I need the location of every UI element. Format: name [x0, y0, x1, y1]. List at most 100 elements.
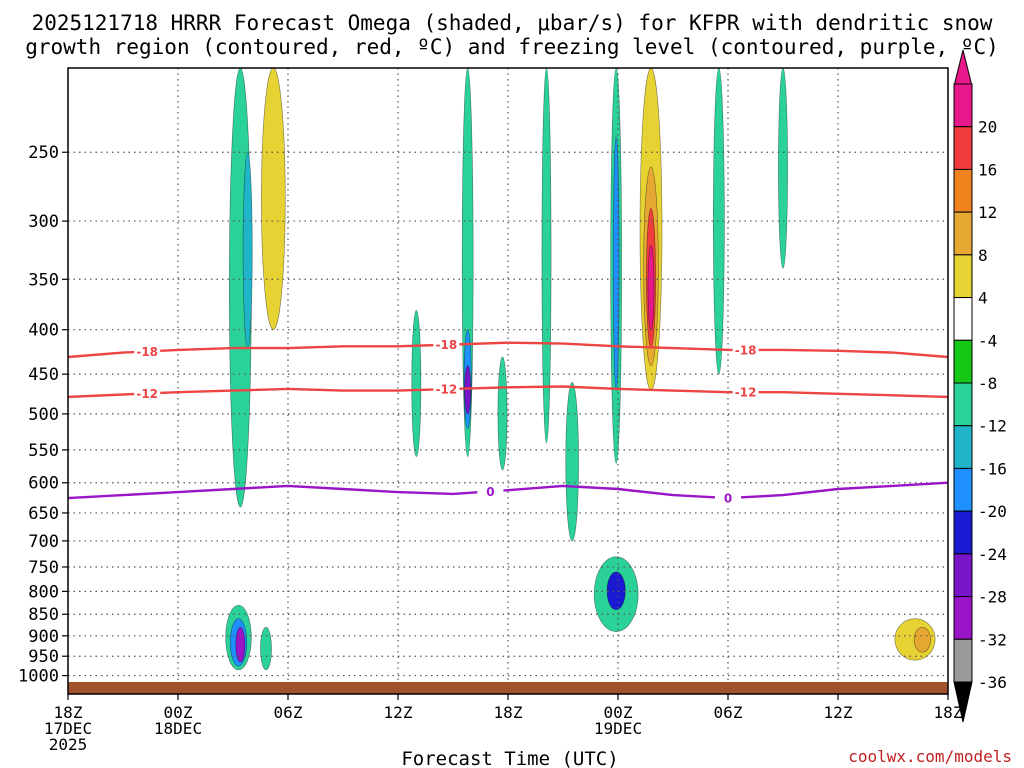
y-tick-label: 500 [28, 405, 59, 425]
colorbar-box-0 [953, 83, 973, 128]
colorbar-tick-8: -16 [978, 459, 1007, 478]
contour-label-bg [433, 382, 460, 397]
y-tick-label: 650 [28, 504, 59, 524]
colorbar-tick-4: 4 [978, 289, 988, 308]
colorbar-tick-3: 8 [978, 246, 988, 265]
omega-feature-4 [235, 627, 246, 663]
contour-label-freezing-level: 0 [724, 492, 732, 506]
y-tick-label: 400 [28, 321, 59, 341]
colorbar-tick-7: -12 [978, 417, 1007, 436]
colorbar-box-10 [953, 510, 973, 555]
x-tick-label: 06Z [714, 703, 743, 722]
omega-shading [225, 67, 936, 671]
contour-label-bg [134, 344, 161, 359]
x-tick-label: 12Z [384, 703, 413, 722]
y-tick-label: 550 [28, 441, 59, 461]
colorbar-tick-0: 20 [978, 118, 997, 137]
contour-label-bg [732, 342, 759, 357]
x-tick-label: 00Z [604, 703, 633, 722]
omega-feature-10 [411, 310, 422, 457]
y-axis-ticks: 2503003504004505005506006507007508008509… [18, 143, 68, 687]
colorbar-bottom-arrow [953, 681, 973, 723]
colorbar-box-5 [953, 297, 973, 341]
y-tick-label: 950 [28, 647, 59, 667]
title-line-1: 2025121718 HRRR Forecast Omega (shaded, … [32, 11, 993, 35]
colorbar-tick-6: -8 [978, 374, 997, 393]
contour-label-dendritic-bottom: -12 [735, 386, 757, 400]
colorbar-box-3 [953, 211, 973, 256]
terrain-surface-band [68, 682, 948, 694]
y-tick-label: 1000 [18, 667, 59, 687]
credit-text: coolwx.com/models [848, 747, 1012, 766]
y-tick-label: 600 [28, 474, 59, 494]
grid-lines [68, 68, 948, 694]
omega-feature-9 [464, 365, 471, 415]
colorbar-tick-2: 12 [978, 203, 997, 222]
x-tick-label: 18Z [54, 703, 83, 722]
x-tick-label: 18DEC [154, 719, 202, 738]
contour-dendritic-top [67, 341, 949, 359]
colorbar-tick-12: -32 [978, 630, 1007, 649]
x-tick-label: 00Z [164, 703, 193, 722]
chart-title: 2025121718 HRRR Forecast Omega (shaded, … [25, 11, 999, 59]
colorbar-tick-13: -36 [978, 673, 1007, 692]
colorbar-box-7 [953, 382, 973, 427]
colorbar-tick-10: -24 [978, 545, 1007, 564]
colorbar: 20 16 12 8 4 -4 -8 -12 -16 -20 -24 -28 -32 -36 [953, 49, 1007, 723]
omega-feature-15 [612, 136, 620, 391]
x-tick-label: 18Z [934, 703, 963, 722]
y-tick-label: 700 [28, 532, 59, 552]
omega-feature-17 [606, 571, 626, 611]
y-tick-label: 900 [28, 627, 59, 647]
colorbar-box-1 [953, 126, 973, 170]
y-tick-label: 800 [28, 582, 59, 602]
y-tick-label: 350 [28, 270, 59, 290]
temperature-contours: -18 -18 -18 -12 -12 -12 0 0 [67, 337, 949, 506]
contour-label-bg [477, 484, 504, 499]
colorbar-tick-11: -28 [978, 588, 1007, 607]
x-axis-label: Forecast Time (UTC) [401, 748, 618, 768]
colorbar-tick-9: -20 [978, 502, 1007, 521]
colorbar-box-11 [953, 553, 973, 598]
plot-background [68, 68, 948, 694]
omega-feature-19 [778, 67, 788, 269]
colorbar-box-13 [953, 638, 973, 683]
contour-label-dendritic-top: -18 [735, 343, 757, 357]
colorbar-box-12 [953, 596, 973, 640]
x-tick-label: 18Z [494, 703, 523, 722]
contour-freezing-level [67, 481, 949, 500]
omega-feature-6 [261, 67, 286, 330]
colorbar-box-8 [953, 425, 973, 469]
contour-label-dendritic-bottom: -12 [136, 387, 158, 401]
contour-label-freezing-level: 0 [486, 485, 494, 499]
contour-label-bg [134, 386, 161, 401]
omega-feature-13 [565, 382, 579, 542]
contour-label-dendritic-top: -18 [136, 345, 158, 359]
y-tick-label: 850 [28, 605, 59, 625]
x-tick-label: 17DEC [44, 719, 92, 738]
contour-label-dendritic-top: -18 [436, 338, 458, 352]
colorbar-tick-5: -4 [978, 331, 997, 350]
colorbar-box-9 [953, 467, 973, 512]
y-tick-label: 250 [28, 143, 59, 163]
colorbar-box-2 [953, 168, 973, 213]
colorbar-box-4 [953, 254, 973, 299]
contour-dendritic-bottom [67, 385, 949, 399]
omega-feature-1 [242, 151, 253, 349]
contour-label-bg [732, 385, 759, 400]
y-tick-label: 450 [28, 365, 59, 385]
colorbar-box-6 [953, 339, 973, 384]
y-tick-label: 750 [28, 558, 59, 578]
contour-label-bg [433, 337, 460, 352]
x-tick-label: 2025 [49, 735, 88, 754]
contour-label-bg [715, 491, 741, 506]
contour-label-dendritic-bottom: -12 [436, 383, 458, 397]
x-tick-label: 19DEC [594, 719, 642, 738]
plot-area [68, 68, 948, 694]
omega-feature-25 [913, 627, 931, 653]
omega-feature-23 [647, 245, 655, 330]
y-tick-label: 300 [28, 212, 59, 232]
x-tick-label: 12Z [824, 703, 853, 722]
